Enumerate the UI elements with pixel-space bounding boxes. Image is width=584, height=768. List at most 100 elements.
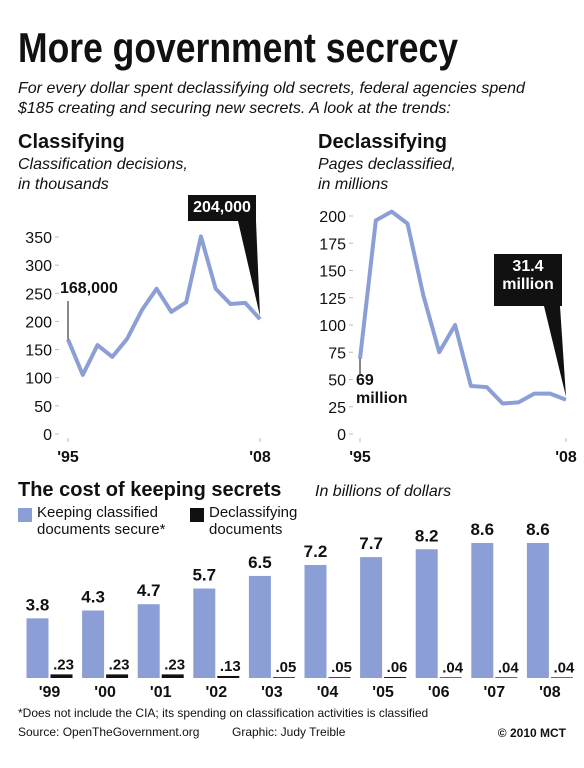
bar (328, 677, 351, 678)
legend-label: Keeping classified documents secure* (37, 504, 166, 538)
value-label: .06 (387, 659, 408, 676)
bar (161, 674, 184, 678)
x-tick-label: '00 (94, 684, 116, 701)
value-label: .13 (220, 658, 241, 675)
bar (82, 610, 105, 678)
y-tick-label: 125 (319, 291, 346, 308)
y-tick-label: 50 (34, 399, 52, 416)
y-tick-label: 100 (319, 318, 346, 335)
value-label: 4.7 (137, 581, 161, 600)
x-tick-label: '95 (349, 449, 371, 466)
bar (550, 677, 573, 678)
x-tick-label: '03 (261, 684, 283, 701)
x-tick-label: '05 (372, 684, 394, 701)
value-label: 8.6 (470, 520, 494, 539)
value-label: 3.8 (26, 595, 50, 614)
copyright: © 2010 MCT (498, 726, 567, 740)
y-tick-label: 200 (25, 314, 52, 331)
y-tick-label: 0 (337, 427, 346, 444)
x-tick-label: '08 (555, 449, 577, 466)
y-tick-label: 25 (328, 400, 346, 417)
value-label: .05 (331, 659, 352, 676)
x-tick-label: '95 (57, 449, 79, 466)
legend-label: Declassifying documents (209, 504, 298, 538)
chart-subtitle: Classification decisions, (18, 156, 188, 173)
value-label: .04 (553, 659, 575, 676)
y-tick-label: 200 (319, 209, 346, 226)
value-label: .23 (53, 656, 74, 673)
legend-label-box: Declassifying documents (209, 504, 298, 538)
x-tick-label: '08 (539, 684, 561, 701)
value-label: 8.6 (526, 520, 550, 539)
legend-label-box: Keeping classified documents secure* (37, 504, 166, 538)
y-tick-label: 50 (328, 373, 346, 390)
page-subtitle: For every dollar spent declassifying old… (18, 80, 526, 97)
chart-subtitle: In billions of dollars (315, 483, 451, 500)
footnote: *Does not include the CIA; its spending … (18, 706, 428, 720)
value-label: 69 million (356, 372, 408, 407)
value-label: 8.2 (415, 526, 439, 545)
bar (471, 542, 494, 678)
chart-subtitle: Pages declassified, (318, 156, 456, 173)
bar (360, 557, 383, 678)
bar (193, 588, 216, 678)
x-tick-label: '02 (205, 684, 227, 701)
x-tick-label: '01 (150, 684, 172, 701)
value-label: .23 (164, 656, 185, 673)
chart-title: Declassifying (318, 131, 447, 153)
value-label: 5.7 (192, 566, 216, 585)
value-label-box: 31.4 million (502, 258, 554, 293)
line (66, 234, 262, 377)
value-label: 4.3 (81, 587, 105, 606)
source: Source: OpenTheGovernment.org (18, 725, 199, 739)
bar (495, 677, 518, 678)
chart-subtitle: in thousands (18, 176, 109, 193)
y-tick-label: 300 (25, 258, 52, 275)
line (358, 209, 567, 406)
value-label-box: 168,000 (60, 280, 118, 297)
bar (272, 677, 295, 678)
chart-subtitle: in millions (318, 176, 388, 193)
y-tick-label: 250 (25, 286, 52, 303)
callout-box (494, 254, 562, 306)
credit: Graphic: Judy Treible (232, 725, 346, 739)
callout-tail (544, 306, 566, 397)
value-label: 204,000 (193, 199, 251, 216)
value-label: 7.7 (359, 534, 383, 553)
callout-tail (238, 221, 260, 317)
value-label-box: 204,000 (193, 199, 251, 216)
value-label: 168,000 (60, 280, 118, 297)
legend-swatch (18, 508, 32, 522)
x-tick-label: '06 (428, 684, 450, 701)
y-tick-label: 75 (328, 345, 346, 362)
y-tick-label: 0 (43, 427, 52, 444)
value-label-box: 69 million (356, 372, 408, 407)
value-label: 31.4 million (502, 258, 554, 293)
bar (248, 575, 271, 678)
legend-swatch (190, 508, 204, 522)
bar (304, 564, 327, 678)
y-tick-label: 100 (25, 371, 52, 388)
page-subtitle: $185 creating and securing new secrets. … (17, 100, 451, 117)
x-tick-label: '08 (249, 449, 271, 466)
x-tick-label: '04 (317, 684, 339, 701)
value-label: .05 (275, 659, 296, 676)
value-label: .04 (442, 659, 464, 676)
y-tick-label: 150 (25, 343, 52, 360)
bar (526, 542, 549, 678)
bar (26, 618, 49, 678)
bar (106, 674, 129, 678)
x-tick-label: '07 (483, 684, 505, 701)
callout-box (188, 195, 256, 221)
bar (439, 677, 462, 678)
chart-title: Classifying (18, 131, 125, 153)
value-label: .04 (498, 659, 520, 676)
bar (415, 549, 438, 678)
y-tick-label: 175 (319, 236, 346, 253)
bar (384, 677, 407, 678)
bar (217, 675, 240, 678)
y-tick-label: 350 (25, 230, 52, 247)
page-title: More government secrecy (18, 24, 459, 71)
x-tick-label: '99 (39, 684, 61, 701)
